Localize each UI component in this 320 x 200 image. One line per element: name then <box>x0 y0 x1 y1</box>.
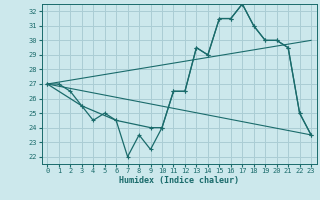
X-axis label: Humidex (Indice chaleur): Humidex (Indice chaleur) <box>119 176 239 185</box>
